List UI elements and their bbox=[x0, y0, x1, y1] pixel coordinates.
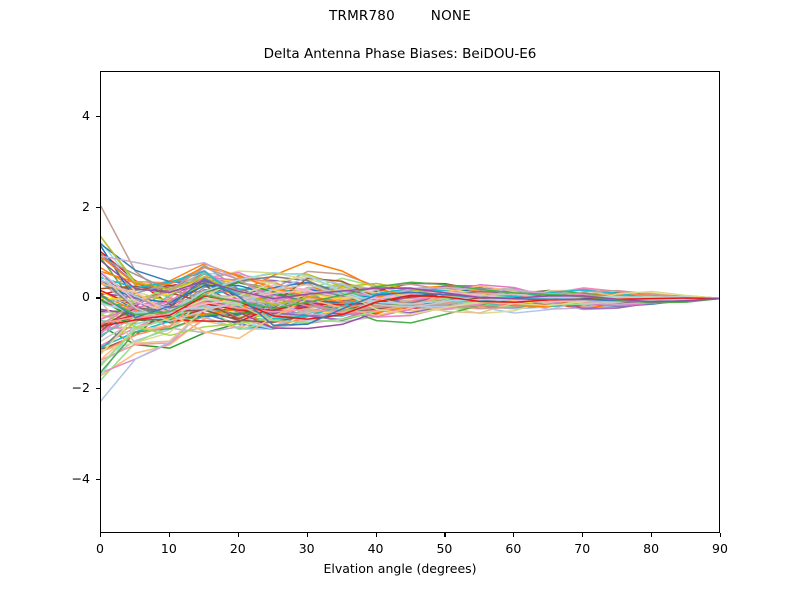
x-tick-label: 50 bbox=[436, 541, 453, 556]
chart-title: Delta Antenna Phase Biases: BeiDOU-E6 bbox=[263, 46, 537, 62]
y-tick-mark bbox=[96, 478, 100, 480]
x-tick-mark bbox=[582, 533, 584, 537]
figure-suptitle: TRMR780 NONE bbox=[329, 8, 471, 24]
x-tick-label: 30 bbox=[298, 541, 315, 556]
y-tick-mark bbox=[96, 206, 100, 208]
x-axis-label: Elvation angle (degrees) bbox=[323, 561, 477, 576]
x-tick-mark bbox=[237, 533, 239, 537]
x-tick-label: 70 bbox=[574, 541, 591, 556]
x-tick-mark bbox=[375, 533, 377, 537]
plot-area bbox=[100, 71, 720, 533]
x-tick-label: 80 bbox=[643, 541, 660, 556]
series-line bbox=[101, 275, 719, 355]
x-tick-mark bbox=[168, 533, 170, 537]
y-tick-label: 4 bbox=[82, 108, 90, 124]
y-tick-mark bbox=[96, 388, 100, 390]
series-line bbox=[101, 271, 719, 314]
y-tick-label: 2 bbox=[82, 198, 90, 214]
x-tick-label: 90 bbox=[712, 541, 728, 556]
y-tick-label: −2 bbox=[71, 380, 90, 396]
y-tick-label: −4 bbox=[71, 470, 90, 486]
x-tick-label: 40 bbox=[367, 541, 384, 556]
y-tick-mark bbox=[96, 116, 100, 118]
series-line bbox=[101, 260, 719, 303]
series-line bbox=[101, 266, 719, 326]
y-tick-label: 0 bbox=[82, 289, 90, 305]
x-tick-mark bbox=[720, 533, 722, 537]
x-tick-mark bbox=[444, 533, 446, 537]
x-tick-mark bbox=[306, 533, 308, 537]
x-tick-mark bbox=[651, 533, 653, 537]
y-tick-mark bbox=[96, 297, 100, 299]
x-tick-label: 10 bbox=[160, 541, 177, 556]
x-tick-mark bbox=[100, 533, 102, 537]
series-line bbox=[101, 274, 719, 322]
x-tick-label: 20 bbox=[229, 541, 246, 556]
series-lines bbox=[101, 205, 719, 402]
x-tick-label: 60 bbox=[505, 541, 522, 556]
x-tick-mark bbox=[513, 533, 515, 537]
x-tick-label: 0 bbox=[96, 541, 104, 556]
